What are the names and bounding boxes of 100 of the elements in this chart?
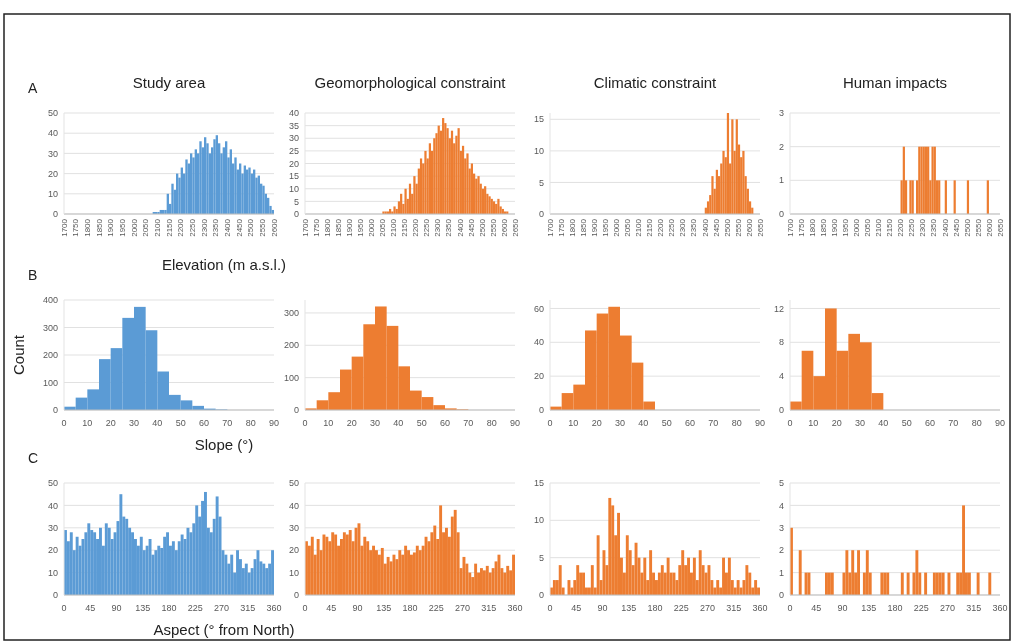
x-tick-label: 2100 xyxy=(153,218,163,237)
x-tick-label: 0 xyxy=(61,418,67,428)
x-tick-label: 2300 xyxy=(678,218,688,237)
x-tick-label: 30 xyxy=(854,418,866,428)
x-tick-label: 10 xyxy=(323,418,334,428)
x-tick-label: 30 xyxy=(369,418,381,428)
x-tick-label: 0 xyxy=(61,603,67,613)
x-tick-label: 90 xyxy=(837,603,848,613)
x-tick-label: 45 xyxy=(811,603,822,613)
x-tick-label: 2050 xyxy=(141,218,151,237)
x-tick-label: 225 xyxy=(673,603,689,613)
x-tick-label: 2550 xyxy=(973,218,983,237)
x-tick-label: 2650 xyxy=(510,218,520,237)
x-tick-label: 2100 xyxy=(874,218,884,237)
x-tick-label: 90 xyxy=(268,418,280,428)
x-tick-label: 20 xyxy=(591,418,602,428)
x-tick-label: 20 xyxy=(346,418,357,428)
x-tick-label: 1950 xyxy=(118,218,128,237)
y-tick-label: 1 xyxy=(778,175,784,186)
y-tick-label: 50 xyxy=(47,478,58,489)
x-tick-label: 315 xyxy=(966,603,982,613)
y-tick-label: 0 xyxy=(52,590,58,601)
x-tick-label: 1750 xyxy=(311,218,321,237)
x-tick-label: 1900 xyxy=(106,218,116,237)
y-tick-label: 15 xyxy=(533,114,544,125)
x-tick-label: 2150 xyxy=(885,218,895,237)
x-tick-label: 2550 xyxy=(733,218,743,237)
x-tick-label: 360 xyxy=(752,603,768,613)
x-tick-label: 0 xyxy=(302,418,308,428)
x-tick-label: 1850 xyxy=(578,218,588,237)
x-tick-label: 0 xyxy=(547,603,553,613)
y-tick-label: 100 xyxy=(283,372,299,383)
x-tick-label: 90 xyxy=(509,418,521,428)
x-tick-label: 315 xyxy=(240,603,256,613)
x-tick-label: 70 xyxy=(948,418,959,428)
y-tick-label: 50 xyxy=(47,108,58,119)
y-tick-label: 40 xyxy=(288,108,299,119)
y-tick-label: 30 xyxy=(288,133,299,144)
x-tick-label: 60 xyxy=(439,418,451,428)
x-tick-label: 2050 xyxy=(863,218,873,237)
x-tick-label: 50 xyxy=(661,418,672,428)
text: B xyxy=(28,267,38,283)
x-tick-label: 70 xyxy=(708,418,719,428)
x-tick-label: 2500 xyxy=(477,218,487,237)
x-tick-label: 1750 xyxy=(71,218,81,237)
x-tick-label: 2300 xyxy=(199,218,209,237)
x-tick-label: 2650 xyxy=(755,218,765,237)
x-tick-label: 80 xyxy=(245,418,256,428)
y-tick-label: 10 xyxy=(47,188,58,199)
y-tick-label: 20 xyxy=(288,158,299,169)
x-tick-label: 2550 xyxy=(488,218,498,237)
y-tick-label: 200 xyxy=(283,340,299,351)
y-tick-label: 20 xyxy=(288,545,299,556)
x-tick-label: 1950 xyxy=(841,218,851,237)
y-tick-label: 10 xyxy=(533,515,544,526)
x-tick-label: 60 xyxy=(924,418,936,428)
y-tick-label: 300 xyxy=(283,308,299,319)
x-tick-label: 2000 xyxy=(129,218,139,237)
x-tick-label: 2450 xyxy=(466,218,476,237)
y-tick-label: 60 xyxy=(533,303,544,314)
y-tick-label: 15 xyxy=(288,171,299,182)
x-tick-label: 80 xyxy=(486,418,497,428)
x-tick-label: 2050 xyxy=(378,218,388,237)
x-tick-label: 2250 xyxy=(188,218,198,237)
y-tick-label: 20 xyxy=(47,168,58,179)
x-tick-label: 2450 xyxy=(711,218,721,237)
x-tick-label: 1700 xyxy=(785,218,795,237)
y-tick-label: 10 xyxy=(533,146,544,157)
x-tick-label: 360 xyxy=(266,603,282,613)
x-tick-label: 1800 xyxy=(567,218,577,237)
x-tick-label: 270 xyxy=(939,603,956,613)
x-tick-label: 1700 xyxy=(545,218,555,237)
x-tick-label: 2500 xyxy=(962,218,972,237)
x-tick-label: 2400 xyxy=(223,218,233,237)
x-tick-label: 2400 xyxy=(700,218,710,237)
x-tick-label: 2200 xyxy=(411,218,421,237)
y-tick-label: 3 xyxy=(778,108,784,119)
y-axis-title: Count xyxy=(10,334,27,376)
y-tick-label: 20 xyxy=(47,545,58,556)
x-tick-label: 0 xyxy=(787,603,793,613)
x-tick-label: 2550 xyxy=(258,218,268,237)
x-tick-label: 2350 xyxy=(444,218,454,237)
x-tick-label: 1800 xyxy=(322,218,332,237)
y-tick-label: 35 xyxy=(288,120,299,131)
x-tick-label: 20 xyxy=(105,418,116,428)
y-tick-label: 8 xyxy=(778,337,784,348)
y-tick-label: 10 xyxy=(288,567,299,578)
y-tick-label: 0 xyxy=(778,590,784,601)
x-tick-label: 1900 xyxy=(590,218,600,237)
x-tick-label: 2200 xyxy=(656,218,666,237)
x-tick-label: 60 xyxy=(684,418,696,428)
y-tick-label: 0 xyxy=(538,209,544,220)
y-tick-label: 400 xyxy=(42,295,58,306)
x-tick-label: 50 xyxy=(901,418,912,428)
x-tick-label: 50 xyxy=(175,418,186,428)
x-tick-label: 90 xyxy=(754,418,766,428)
x-tick-label: 30 xyxy=(614,418,626,428)
x-tick-label: 2600 xyxy=(269,218,279,237)
x-tick-label: 90 xyxy=(597,603,608,613)
x-tick-label: 0 xyxy=(302,603,308,613)
